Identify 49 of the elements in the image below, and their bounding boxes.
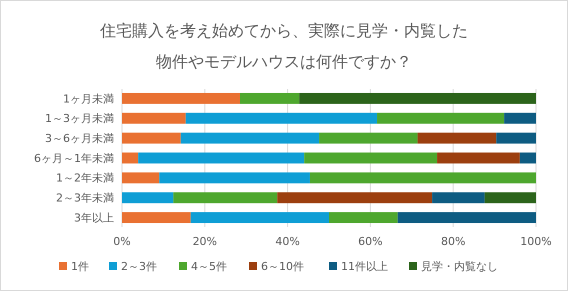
bar <box>329 212 398 224</box>
bar <box>310 172 536 184</box>
bar <box>159 172 310 184</box>
bar <box>304 152 438 164</box>
legend-label: 見学・内覧なし <box>421 260 498 273</box>
bar <box>122 192 174 204</box>
bar <box>496 132 536 144</box>
legend-label: 1件 <box>71 260 89 273</box>
x-tick-label: 20% <box>192 235 218 248</box>
bar <box>398 212 536 224</box>
bar <box>240 92 300 104</box>
bar <box>277 192 432 204</box>
legend-label: 11件以上 <box>341 260 388 273</box>
x-tick-label: 40% <box>275 235 300 248</box>
bar <box>190 212 329 224</box>
bar <box>186 112 378 124</box>
bar <box>122 212 191 224</box>
x-tick-label: 100% <box>520 235 552 248</box>
y-tick-label: 2～3年未満 <box>56 192 114 205</box>
x-tick-label: 0% <box>113 235 131 248</box>
y-tick-label: 1ヶ月未満 <box>63 92 114 106</box>
bar <box>173 192 278 204</box>
chart-title: 住宅購入を考え始めてから、実際に見学・内覧した物件やモデルハウスは何件ですか？ <box>99 21 468 71</box>
legend-label: 4～5件 <box>191 260 227 273</box>
y-tick-label: 6ヶ月～1年未満 <box>34 152 114 165</box>
y-tick-label: 1～3ヶ月未満 <box>45 112 114 126</box>
bar <box>319 132 418 144</box>
bar <box>122 172 160 184</box>
bar <box>122 152 138 164</box>
x-tick-label: 60% <box>358 235 383 248</box>
bar <box>122 92 240 104</box>
bar <box>122 112 186 124</box>
bar <box>122 132 181 144</box>
bar <box>432 192 485 204</box>
y-tick-label: 3年以上 <box>74 211 114 224</box>
bar <box>418 132 496 144</box>
bar <box>138 152 304 164</box>
bar <box>180 132 320 144</box>
bar <box>484 192 536 204</box>
bar <box>299 92 536 104</box>
bar <box>520 152 536 164</box>
bar <box>377 112 504 124</box>
x-tick-label: 80% <box>440 235 466 248</box>
y-tick-label: 1～2年未満 <box>56 172 114 185</box>
bar <box>437 152 520 164</box>
legend-label: 6～10件 <box>261 260 304 273</box>
y-tick-label: 3～6ヶ月未満 <box>45 132 114 145</box>
bar <box>504 112 536 124</box>
legend-label: 2～3件 <box>121 260 157 273</box>
